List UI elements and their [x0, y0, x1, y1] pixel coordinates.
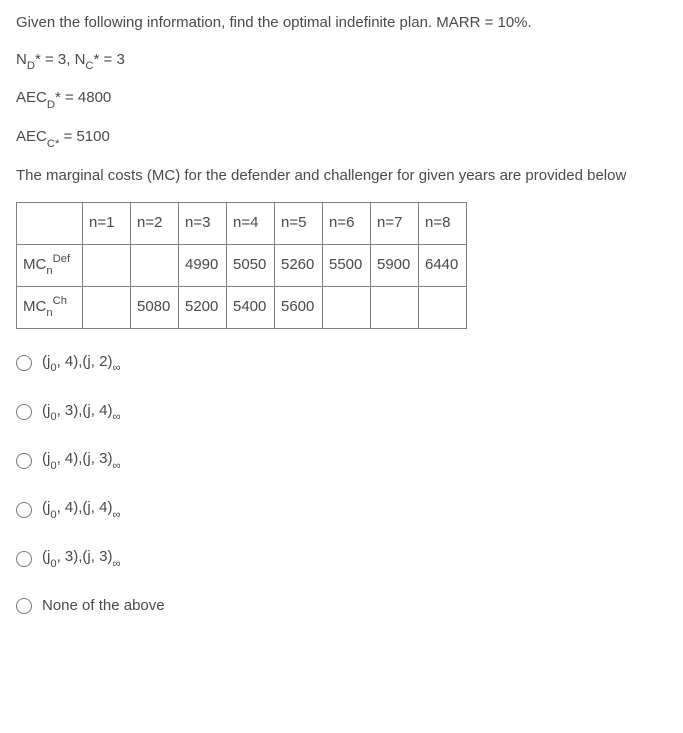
- cell: 5080: [131, 286, 179, 328]
- subscript: C: [85, 60, 93, 72]
- cell: 4990: [179, 244, 227, 286]
- stem-line-5: The marginal costs (MC) for the defender…: [16, 165, 667, 188]
- radio-icon: [16, 453, 32, 469]
- txt: * = 3: [94, 51, 125, 68]
- table-header-row: n=1 n=2 n=3 n=4 n=5 n=6 n=7 n=8: [17, 202, 467, 244]
- table-row: MCnCh 5080 5200 5400 5600: [17, 286, 467, 328]
- subscript: 0: [50, 558, 56, 570]
- cell: [131, 244, 179, 286]
- txt: , 3),(j, 4): [57, 402, 113, 419]
- cell: 5900: [371, 244, 419, 286]
- cell: 5400: [227, 286, 275, 328]
- option-label: (j0, 4),(j, 3)∞: [42, 448, 120, 473]
- txt: * = 3, N: [35, 51, 85, 68]
- cell: [419, 286, 467, 328]
- subscript: ∞: [112, 509, 120, 521]
- cell: 5600: [275, 286, 323, 328]
- txt: * = 4800: [55, 89, 111, 106]
- answer-options: (j0, 4),(j, 2)∞ (j0, 3),(j, 4)∞ (j0, 4),…: [16, 351, 667, 618]
- cell: 6440: [419, 244, 467, 286]
- stem-line-2: ND* = 3, NC* = 3: [16, 49, 667, 74]
- cell: 5050: [227, 244, 275, 286]
- subscript: 0: [50, 362, 56, 374]
- txt: MC: [23, 256, 46, 273]
- stem-line-1: Given the following information, find th…: [16, 12, 667, 35]
- txt: MC: [23, 298, 46, 315]
- option-5[interactable]: (j0, 3),(j, 3)∞: [16, 546, 667, 571]
- cell: [371, 286, 419, 328]
- col-header: n=8: [419, 202, 467, 244]
- mc-table: n=1 n=2 n=3 n=4 n=5 n=6 n=7 n=8 MCnDef 4…: [16, 202, 467, 329]
- cell: [83, 286, 131, 328]
- option-3[interactable]: (j0, 4),(j, 3)∞: [16, 448, 667, 473]
- question-stem: Given the following information, find th…: [16, 12, 667, 188]
- table-row: MCnDef 4990 5050 5260 5500 5900 6440: [17, 244, 467, 286]
- col-header: n=7: [371, 202, 419, 244]
- radio-icon: [16, 551, 32, 567]
- subscript: 0: [50, 460, 56, 472]
- option-2[interactable]: (j0, 3),(j, 4)∞: [16, 400, 667, 425]
- txt: N: [16, 51, 27, 68]
- txt: , 4),(j, 4): [57, 499, 113, 516]
- cell: 5260: [275, 244, 323, 286]
- subscript: ∞: [112, 558, 120, 570]
- txt: AEC: [16, 128, 47, 145]
- option-4[interactable]: (j0, 4),(j, 4)∞: [16, 497, 667, 522]
- radio-icon: [16, 355, 32, 371]
- option-label: (j0, 4),(j, 2)∞: [42, 351, 120, 376]
- row-label-challenger: MCnCh: [17, 286, 83, 328]
- option-label: None of the above: [42, 595, 165, 618]
- option-1[interactable]: (j0, 4),(j, 2)∞: [16, 351, 667, 376]
- subscript: 0: [50, 411, 56, 423]
- stem-line-4: AECC* = 5100: [16, 126, 667, 151]
- radio-icon: [16, 404, 32, 420]
- option-6[interactable]: None of the above: [16, 595, 667, 618]
- txt: , 4),(j, 2): [57, 353, 113, 370]
- cell: 5200: [179, 286, 227, 328]
- col-header: n=2: [131, 202, 179, 244]
- subscript: n: [46, 307, 52, 319]
- subscript: C*: [47, 138, 60, 150]
- option-label: (j0, 3),(j, 4)∞: [42, 400, 120, 425]
- superscript: Ch: [53, 295, 67, 307]
- txt: , 3),(j, 3): [57, 548, 113, 565]
- txt: , 4),(j, 3): [57, 450, 113, 467]
- col-header: n=6: [323, 202, 371, 244]
- txt: AEC: [16, 89, 47, 106]
- txt: = 5100: [59, 128, 109, 145]
- radio-icon: [16, 502, 32, 518]
- cell: [323, 286, 371, 328]
- superscript: Def: [53, 253, 71, 265]
- subscript: ∞: [112, 460, 120, 472]
- option-label: (j0, 4),(j, 4)∞: [42, 497, 120, 522]
- cell: 5500: [323, 244, 371, 286]
- subscript: 0: [50, 509, 56, 521]
- subscript: D: [27, 60, 35, 72]
- stem-line-3: AECD* = 4800: [16, 87, 667, 112]
- table-corner: [17, 202, 83, 244]
- subscript: n: [46, 265, 52, 277]
- subscript: D: [47, 99, 55, 111]
- col-header: n=4: [227, 202, 275, 244]
- col-header: n=3: [179, 202, 227, 244]
- radio-icon: [16, 598, 32, 614]
- col-header: n=5: [275, 202, 323, 244]
- row-label-defender: MCnDef: [17, 244, 83, 286]
- subscript: ∞: [112, 411, 120, 423]
- col-header: n=1: [83, 202, 131, 244]
- cell: [83, 244, 131, 286]
- subscript: ∞: [112, 362, 120, 374]
- option-label: (j0, 3),(j, 3)∞: [42, 546, 120, 571]
